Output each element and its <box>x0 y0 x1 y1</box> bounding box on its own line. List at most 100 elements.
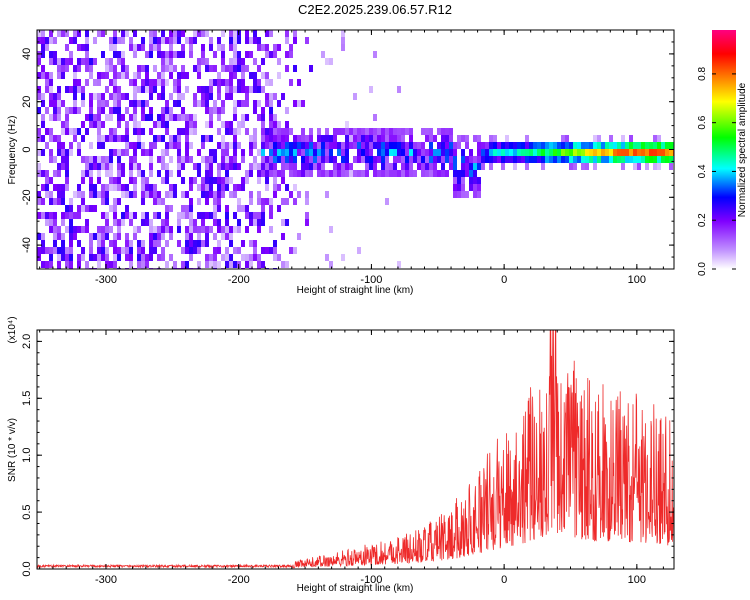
heatmap-cell <box>49 100 53 107</box>
heatmap-cell <box>57 30 61 37</box>
heatmap-cell <box>45 72 49 79</box>
heatmap-cell <box>117 247 121 254</box>
x-tick-label: 0 <box>501 574 507 586</box>
heatmap-cell <box>137 100 141 107</box>
heatmap-cell <box>53 107 57 114</box>
heatmap-cell <box>213 261 217 268</box>
heatmap-cell <box>521 149 525 156</box>
heatmap-cell <box>573 156 577 163</box>
heatmap-cell <box>57 233 61 240</box>
heatmap-cell <box>453 163 457 170</box>
colorbar-gradient <box>712 30 736 269</box>
heatmap-cell <box>161 30 165 37</box>
heatmap-cell <box>97 114 101 121</box>
y-tick-label: -20 <box>21 189 33 205</box>
heatmap-cell <box>393 135 397 142</box>
heatmap-cell <box>193 247 197 254</box>
heatmap-cell <box>61 254 65 261</box>
heatmap-cell <box>325 128 329 135</box>
heatmap-cell <box>77 58 81 65</box>
heatmap-cell <box>233 30 237 37</box>
heatmap-cell <box>209 163 213 170</box>
heatmap-cell <box>453 149 457 156</box>
heatmap-cell <box>41 65 45 72</box>
heatmap-cell <box>173 114 177 121</box>
heatmap-cell <box>145 86 149 93</box>
heatmap-cell <box>633 156 637 163</box>
heatmap-cell <box>149 44 153 51</box>
heatmap-cell <box>65 149 69 156</box>
heatmap-cell <box>301 163 305 170</box>
heatmap-cell <box>477 191 481 198</box>
heatmap-cell <box>109 93 113 100</box>
heatmap-cell <box>45 170 49 177</box>
heatmap-cell <box>173 261 177 268</box>
heatmap-cell <box>269 142 273 149</box>
heatmap-cell <box>357 135 361 142</box>
heatmap-cell <box>269 114 273 121</box>
heatmap-cell <box>181 114 185 121</box>
heatmap-cell <box>293 30 297 37</box>
heatmap-cell <box>197 240 201 247</box>
heatmap-cell <box>105 191 109 198</box>
heatmap-cell <box>133 72 137 79</box>
heatmap-cell <box>221 58 225 65</box>
heatmap-cell <box>465 135 469 142</box>
heatmap-cell <box>473 184 477 191</box>
heatmap-cell <box>233 86 237 93</box>
heatmap-cell <box>469 170 473 177</box>
heatmap-cell <box>117 198 121 205</box>
heatmap-cell <box>529 149 533 156</box>
heatmap-cell <box>629 135 633 142</box>
bottom-x-ticks: -300 -200 -100 0 100 <box>39 330 664 586</box>
heatmap-cell <box>501 156 505 163</box>
heatmap-cell <box>49 72 53 79</box>
heatmap-cell <box>153 212 157 219</box>
heatmap-cell <box>109 107 113 114</box>
heatmap-cell <box>89 247 93 254</box>
heatmap-cell <box>229 233 233 240</box>
heatmap-cell <box>205 58 209 65</box>
heatmap-cell <box>141 198 145 205</box>
heatmap-cell <box>273 177 277 184</box>
heatmap-cell <box>277 205 281 212</box>
heatmap-cell <box>105 261 109 268</box>
heatmap-cell <box>257 79 261 86</box>
heatmap-cell <box>593 135 597 142</box>
heatmap-cell <box>153 191 157 198</box>
heatmap-cell <box>165 177 169 184</box>
heatmap-cell <box>105 219 109 226</box>
heatmap-cell <box>489 163 493 170</box>
heatmap-cell <box>245 128 249 135</box>
heatmap-cell <box>169 191 173 198</box>
heatmap-cell <box>365 170 369 177</box>
heatmap-cell <box>153 79 157 86</box>
heatmap-cell <box>253 37 257 44</box>
heatmap-cell <box>201 51 205 58</box>
heatmap-cell <box>285 128 289 135</box>
heatmap-cell <box>205 163 209 170</box>
heatmap-cell <box>597 149 601 156</box>
heatmap-cell <box>65 121 69 128</box>
heatmap-cell <box>213 212 217 219</box>
heatmap-cell <box>173 37 177 44</box>
heatmap-cell <box>513 156 517 163</box>
heatmap-cell <box>269 226 273 233</box>
heatmap-cell <box>581 149 585 156</box>
heatmap-cell <box>157 233 161 240</box>
heatmap-cell <box>101 254 105 261</box>
heatmap-cell <box>189 44 193 51</box>
heatmap-cell <box>225 86 229 93</box>
heatmap-cell <box>45 191 49 198</box>
heatmap-cell <box>245 65 249 72</box>
heatmap-cell <box>229 177 233 184</box>
heatmap-cell <box>349 142 353 149</box>
heatmap-cell <box>109 79 113 86</box>
heatmap-cell <box>153 121 157 128</box>
heatmap-cell <box>261 219 265 226</box>
heatmap-cell <box>225 65 229 72</box>
heatmap-cell <box>225 212 229 219</box>
heatmap-cell <box>157 212 161 219</box>
heatmap-cell <box>285 219 289 226</box>
heatmap-cell <box>69 128 73 135</box>
